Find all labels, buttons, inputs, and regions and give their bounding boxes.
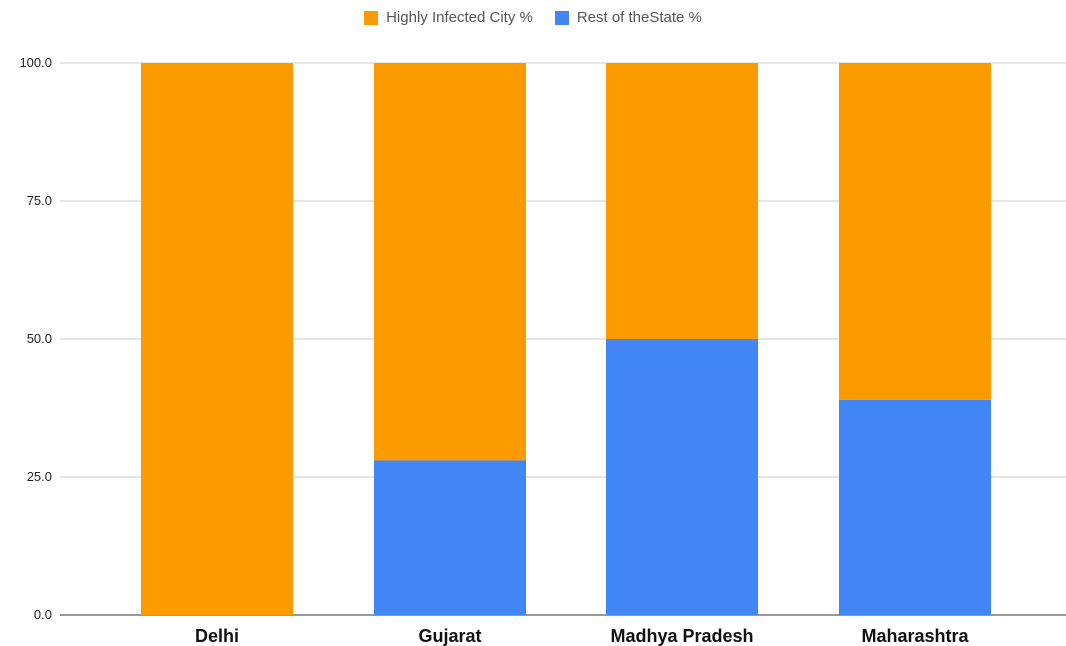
- x-category-label: Maharashtra: [861, 626, 969, 646]
- bar-segment-rest-of-state: [606, 339, 758, 615]
- legend-label-highly-infected-city: Highly Infected City %: [386, 9, 533, 26]
- bar-segment-rest-of-state: [839, 399, 991, 615]
- legend-swatch-highly-infected-city: [364, 10, 379, 25]
- legend-swatch-rest-of-state: [554, 10, 569, 25]
- bar-segment-rest-of-state: [374, 460, 526, 615]
- legend-item-highly-infected-city: Highly Infected City %: [364, 9, 533, 26]
- x-category-label: Madhya Pradesh: [610, 626, 753, 646]
- legend-label-rest-of-state: Rest of theState %: [576, 9, 702, 26]
- bar-segment-highly-infected-city: [141, 63, 293, 615]
- legend-item-rest-of-state: Rest of theState %: [554, 9, 702, 26]
- y-tick-label: 0.0: [34, 607, 52, 622]
- bar-segment-highly-infected-city: [606, 63, 758, 339]
- y-tick-label: 100.0: [19, 55, 52, 70]
- y-tick-label: 50.0: [27, 331, 52, 346]
- bar-segment-highly-infected-city: [839, 63, 991, 400]
- y-tick-label: 25.0: [27, 469, 52, 484]
- x-category-label: Gujarat: [418, 626, 481, 646]
- bar-segment-highly-infected-city: [374, 63, 526, 461]
- y-tick-label: 75.0: [27, 193, 52, 208]
- legend: Highly Infected City % Rest of theState …: [0, 9, 1066, 26]
- x-category-label: Delhi: [195, 626, 239, 646]
